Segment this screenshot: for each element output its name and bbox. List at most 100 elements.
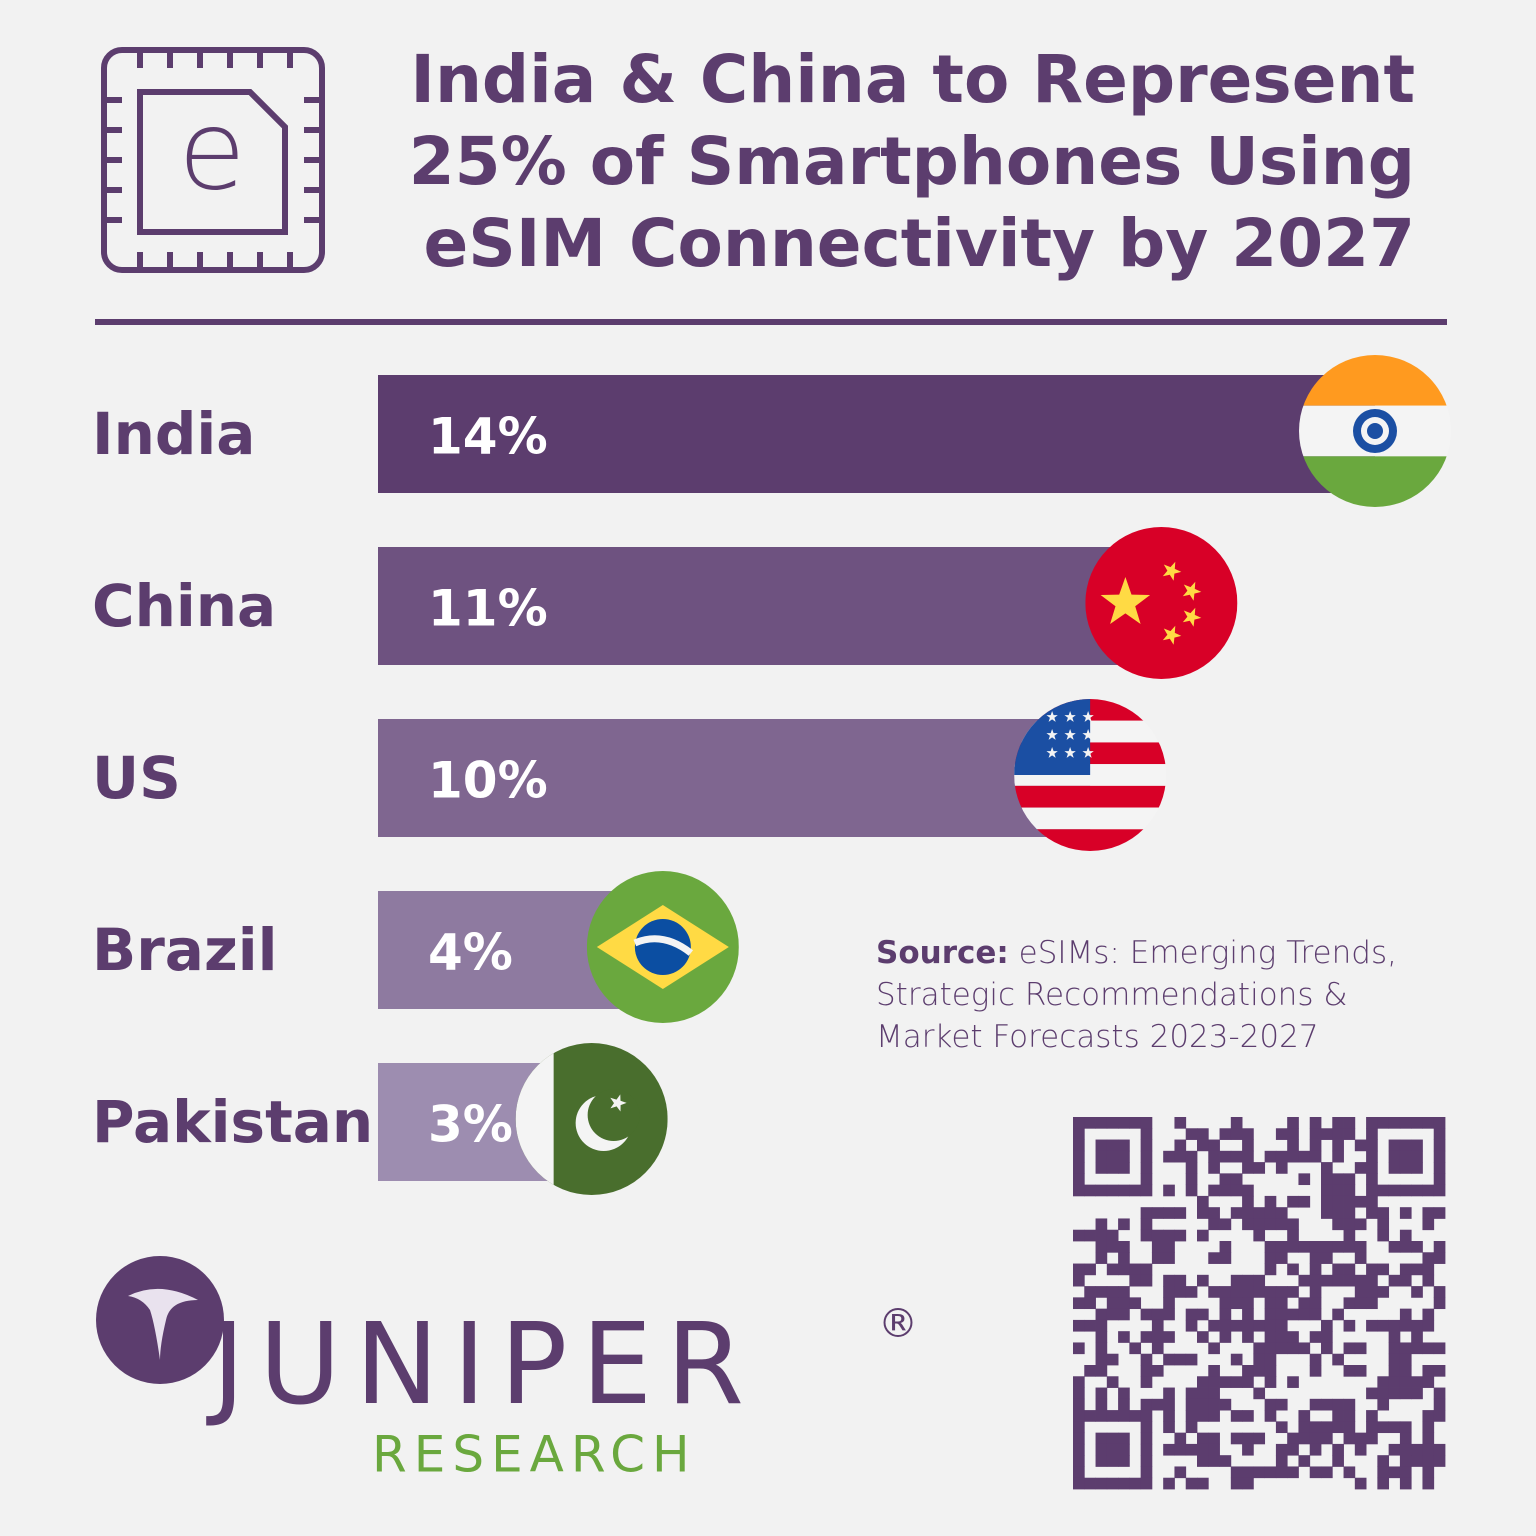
qr-module <box>1399 1150 1412 1163</box>
qr-module <box>1095 1477 1108 1490</box>
qr-module <box>1399 1342 1412 1355</box>
qr-module <box>1095 1252 1108 1264</box>
qr-module <box>1185 1162 1198 1174</box>
qr-module <box>1129 1117 1142 1129</box>
qr-module <box>1208 1184 1220 1197</box>
qr-module <box>1140 1308 1153 1321</box>
qr-module <box>1073 1387 1085 1400</box>
qr-module <box>1106 1432 1119 1445</box>
qr-module <box>1230 1376 1243 1388</box>
qr-module <box>1309 1128 1322 1140</box>
qr-module <box>1399 1387 1412 1400</box>
qr-module <box>1151 1398 1164 1411</box>
qr-module <box>1118 1241 1130 1253</box>
qr-module <box>1343 1466 1356 1479</box>
flag-part <box>1085 527 1238 679</box>
qr-module <box>1208 1398 1220 1411</box>
qr-module <box>1073 1477 1085 1490</box>
qr-module <box>1399 1229 1412 1242</box>
qr-module <box>1343 1207 1356 1219</box>
qr-module <box>1073 1274 1085 1287</box>
qr-module <box>1084 1263 1096 1276</box>
qr-module <box>1343 1195 1356 1208</box>
qr-module <box>1163 1274 1175 1287</box>
qr-module <box>1275 1128 1288 1140</box>
flag <box>1299 355 1451 507</box>
qr-module <box>1399 1139 1412 1152</box>
qr-module <box>1366 1263 1378 1276</box>
qr-module <box>1140 1443 1153 1456</box>
qr-module <box>1422 1184 1435 1197</box>
qr-module <box>1309 1241 1322 1253</box>
qr-module <box>1219 1173 1232 1186</box>
qr-module <box>1433 1398 1446 1411</box>
qr-module <box>1106 1376 1119 1388</box>
qr-module <box>1242 1477 1254 1490</box>
qr-module <box>1287 1229 1299 1242</box>
qr-module <box>1264 1466 1277 1479</box>
qr-module <box>1242 1128 1254 1140</box>
qr-module <box>1185 1421 1198 1434</box>
qr-module <box>1197 1398 1209 1411</box>
qr-module <box>1411 1443 1423 1456</box>
qr-module <box>1084 1365 1096 1377</box>
qr-module <box>1321 1173 1333 1186</box>
qr-module <box>1174 1353 1187 1366</box>
qr-module <box>1377 1263 1390 1276</box>
qr-module <box>1433 1150 1446 1163</box>
qr-module <box>1151 1319 1164 1332</box>
qr-module <box>1411 1162 1423 1174</box>
qr-module <box>1411 1319 1423 1332</box>
qr-module <box>1298 1421 1311 1434</box>
qr-module <box>1343 1241 1356 1253</box>
qr-module <box>1084 1297 1096 1310</box>
qr-module <box>1388 1466 1401 1479</box>
qr-module <box>1073 1173 1085 1186</box>
qr-module <box>1287 1241 1299 1253</box>
qr-module <box>1309 1252 1322 1264</box>
qr-module <box>1433 1139 1446 1152</box>
qr-module <box>1197 1195 1209 1208</box>
qr-module <box>1163 1353 1175 1366</box>
qr-module <box>1140 1466 1153 1479</box>
qr-module <box>1197 1128 1209 1140</box>
logo <box>96 1256 224 1384</box>
qr-module <box>1140 1274 1153 1287</box>
qr-module <box>1377 1286 1390 1298</box>
bar <box>378 719 1091 837</box>
flag <box>586 871 739 1023</box>
qr-module <box>1309 1139 1322 1152</box>
qr-module <box>1388 1274 1401 1287</box>
qr-module <box>1073 1263 1085 1276</box>
qr-module <box>1095 1139 1108 1152</box>
qr-module <box>1422 1207 1435 1219</box>
qr-module <box>1174 1286 1187 1298</box>
qr-module <box>1185 1477 1198 1490</box>
qr-module <box>1140 1432 1153 1445</box>
qr-module <box>1073 1229 1085 1242</box>
qr-module <box>1129 1263 1142 1276</box>
qr-module <box>1422 1432 1435 1445</box>
qr-module <box>1197 1455 1209 1467</box>
qr-module <box>1118 1398 1130 1411</box>
qr-module <box>1197 1229 1209 1242</box>
qr-module <box>1230 1410 1243 1422</box>
qr-module <box>1354 1139 1367 1152</box>
chart-title: eSIM Connectivity by 2027 <box>424 205 1415 282</box>
qr-module <box>1095 1342 1108 1355</box>
flag-part <box>1162 625 1182 645</box>
qr-module <box>1242 1365 1254 1377</box>
qr-module <box>1287 1150 1299 1163</box>
qr-module <box>1140 1421 1153 1434</box>
qr-module <box>1411 1139 1423 1152</box>
qr-module <box>1140 1184 1153 1197</box>
flag-part <box>1162 561 1182 581</box>
qr-module <box>1253 1353 1266 1366</box>
flag-part <box>634 919 691 975</box>
qr-module <box>1388 1162 1401 1174</box>
qr-module <box>1264 1286 1277 1298</box>
qr-module <box>1399 1455 1412 1467</box>
qr-module <box>1298 1455 1311 1467</box>
qr-module <box>1230 1274 1243 1287</box>
qr-module <box>1095 1443 1108 1456</box>
